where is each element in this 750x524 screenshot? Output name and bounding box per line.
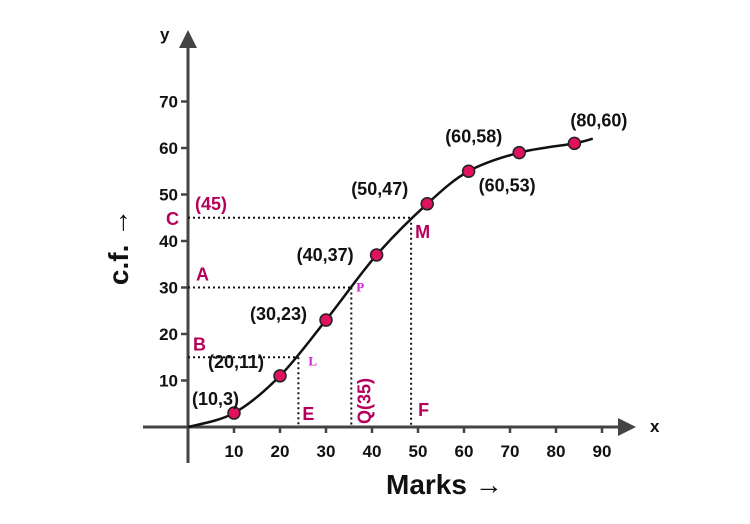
x-tick-label: 20 (271, 442, 290, 461)
point-label: (30,23) (250, 304, 307, 324)
data-point (319, 313, 333, 327)
x-tick-label: 50 (409, 442, 428, 461)
x-tick-label: 90 (593, 442, 612, 461)
annotation-labels: (10,3) (20,11) (30,23) (40,37) (50,47) (60,53… (166, 110, 627, 424)
x-tick-label: 80 (547, 442, 566, 461)
x-axis-arrow (618, 418, 636, 436)
point-label: (80,60) (570, 110, 627, 130)
y-tick-label: 30 (159, 279, 178, 298)
y-axis-letter: y (160, 25, 170, 44)
data-point (227, 406, 241, 420)
guide-letter-c: C (166, 209, 179, 229)
point-label: (60,58) (445, 127, 502, 147)
y-tick-label: 40 (159, 232, 178, 251)
x-tick-label: 60 (455, 442, 474, 461)
x-tick-label: 40 (363, 442, 382, 461)
guide-letter-a: A (196, 265, 209, 285)
data-point (273, 369, 287, 383)
data-point (512, 145, 526, 160)
x-axis-title: Marks → (386, 469, 503, 500)
y-tick-label: 10 (159, 372, 178, 391)
y-tick-label: 70 (159, 93, 178, 112)
x-tick-label: 70 (501, 442, 520, 461)
point-label: (10,3) (192, 389, 239, 409)
y-tick-label: 20 (159, 325, 178, 344)
y-tick-label: 50 (159, 186, 178, 205)
data-point (369, 248, 384, 262)
x-tick-label: 10 (225, 442, 244, 461)
y-axis-arrow (179, 30, 197, 48)
guide-point-p: P (356, 280, 364, 295)
guide-point-m: M (415, 222, 430, 242)
y-axis-title: c.f. → (103, 209, 134, 285)
point-label: (60,53) (479, 175, 536, 195)
data-point (567, 136, 582, 151)
axes: 10 20 30 40 50 60 70 80 90 10 20 30 40 50 60 70 (143, 30, 636, 463)
x-tick-label: 30 (317, 442, 336, 461)
ogive-curve (187, 137, 594, 429)
data-point (461, 164, 476, 178)
data-point (420, 197, 434, 211)
x-axis-letter: x (650, 417, 660, 436)
guide-value-45: (45) (195, 194, 227, 214)
point-label: (50,47) (351, 179, 408, 199)
curve-layer (187, 137, 594, 429)
guide-foot-q: Q(35) (354, 378, 374, 424)
guide-lines (188, 216, 413, 427)
point-label: (40,37) (297, 245, 354, 265)
point-label: (20,11) (208, 352, 264, 372)
data-points (227, 136, 582, 420)
guide-foot-e: E (302, 404, 314, 424)
guide-point-l: L (308, 353, 317, 368)
y-tick-label: 60 (159, 139, 178, 158)
guide-letter-b: B (193, 334, 206, 354)
guide-foot-f: F (418, 400, 429, 420)
